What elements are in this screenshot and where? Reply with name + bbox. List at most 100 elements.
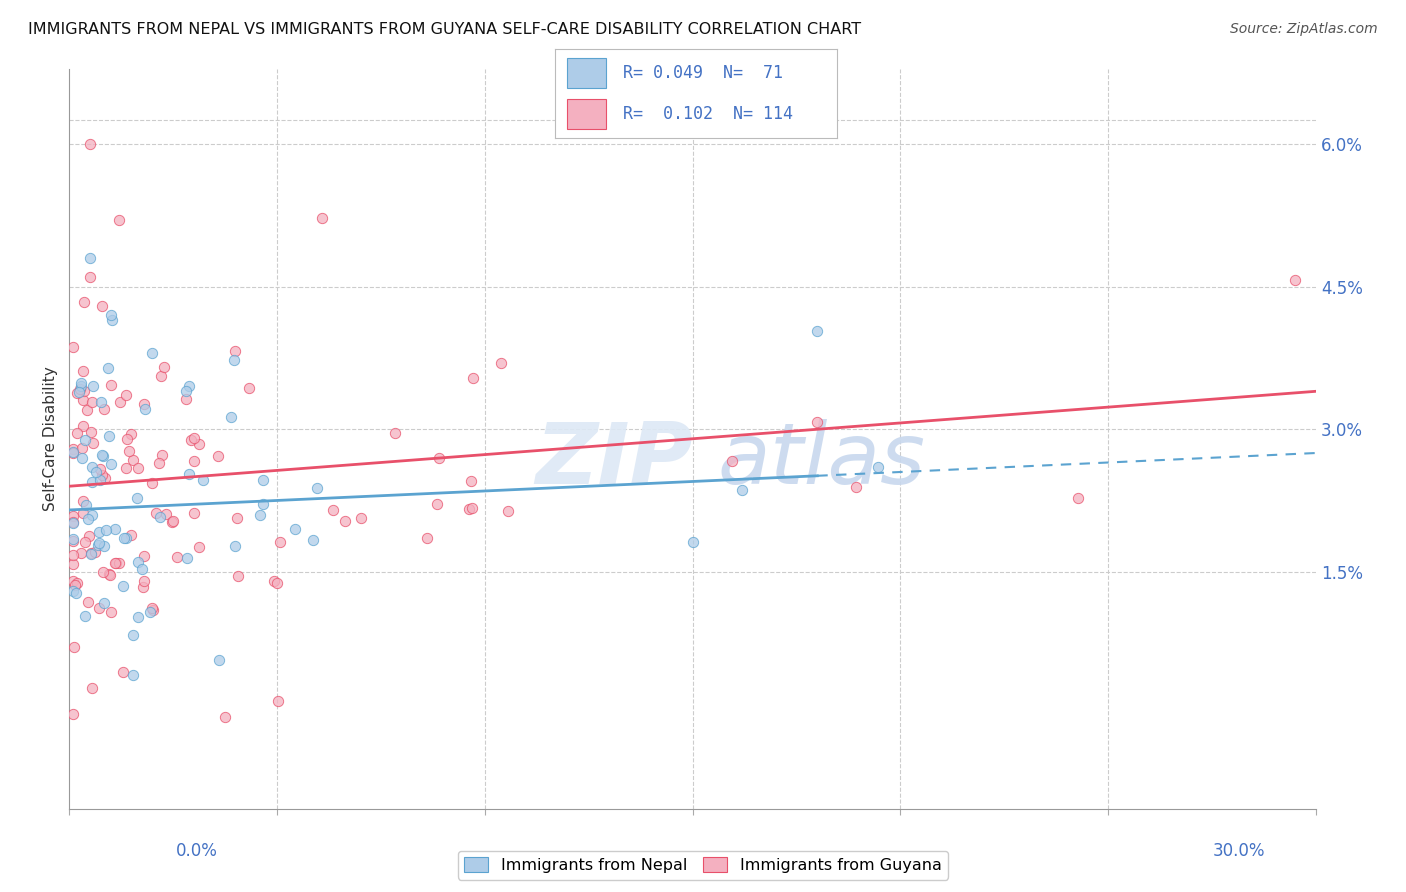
Point bbox=[1066, 491, 1088, 505]
Point bbox=[72, 506, 94, 520]
Point bbox=[76, 402, 98, 417]
Text: ZIP: ZIP bbox=[536, 419, 693, 502]
Point bbox=[226, 511, 249, 525]
Point bbox=[84, 544, 107, 558]
Point bbox=[93, 471, 115, 485]
Point bbox=[82, 681, 104, 695]
Point bbox=[415, 532, 437, 546]
Point bbox=[208, 653, 231, 667]
Point bbox=[72, 392, 94, 407]
Text: atlas: atlas bbox=[717, 419, 925, 502]
Point bbox=[77, 595, 100, 609]
Point bbox=[82, 435, 104, 450]
Point bbox=[460, 474, 482, 488]
Point bbox=[63, 640, 86, 654]
Point bbox=[66, 385, 89, 400]
Point bbox=[122, 667, 145, 681]
Point bbox=[149, 510, 172, 524]
Point bbox=[66, 576, 89, 591]
Point bbox=[149, 368, 172, 383]
Point bbox=[806, 324, 828, 338]
Point bbox=[806, 415, 828, 429]
Point bbox=[176, 551, 198, 566]
Point bbox=[75, 433, 97, 447]
Point bbox=[62, 442, 84, 457]
Point bbox=[183, 453, 205, 467]
Point bbox=[322, 503, 344, 517]
Point bbox=[127, 555, 149, 569]
Point bbox=[89, 600, 111, 615]
Point bbox=[65, 586, 87, 600]
Point bbox=[62, 583, 84, 598]
FancyBboxPatch shape bbox=[567, 58, 606, 88]
Point bbox=[100, 312, 122, 326]
Point bbox=[115, 531, 138, 545]
Point bbox=[62, 707, 84, 722]
Point bbox=[191, 473, 214, 487]
Point bbox=[249, 508, 271, 522]
Point bbox=[132, 580, 155, 594]
Point bbox=[350, 510, 373, 524]
Point bbox=[90, 395, 112, 409]
Point bbox=[226, 568, 249, 582]
Point bbox=[134, 402, 156, 417]
Point bbox=[269, 535, 291, 549]
Point bbox=[131, 562, 153, 576]
Point bbox=[100, 309, 122, 323]
Point bbox=[222, 353, 245, 368]
Point bbox=[496, 504, 519, 518]
Point bbox=[84, 465, 107, 479]
Text: Source: ZipAtlas.com: Source: ZipAtlas.com bbox=[1230, 22, 1378, 37]
Point bbox=[80, 508, 103, 522]
Point bbox=[333, 514, 356, 528]
Point bbox=[72, 494, 94, 508]
Point bbox=[79, 425, 101, 440]
Point bbox=[427, 450, 450, 465]
Point bbox=[177, 379, 200, 393]
Point bbox=[93, 402, 115, 417]
Point bbox=[302, 533, 325, 548]
Point bbox=[108, 213, 131, 227]
Text: IMMIGRANTS FROM NEPAL VS IMMIGRANTS FROM GUYANA SELF-CARE DISABILITY CORRELATION: IMMIGRANTS FROM NEPAL VS IMMIGRANTS FROM… bbox=[28, 22, 862, 37]
Point bbox=[177, 467, 200, 481]
Point bbox=[224, 343, 246, 358]
Point bbox=[104, 522, 127, 536]
Point bbox=[100, 458, 122, 472]
Point bbox=[183, 431, 205, 445]
Point bbox=[180, 434, 202, 448]
Point bbox=[252, 497, 274, 511]
Point bbox=[97, 429, 120, 443]
Point bbox=[90, 449, 112, 463]
FancyBboxPatch shape bbox=[567, 99, 606, 129]
Point bbox=[174, 392, 197, 406]
Point bbox=[267, 694, 290, 708]
Point bbox=[91, 299, 114, 313]
Point bbox=[75, 535, 97, 549]
Point bbox=[155, 508, 177, 522]
Point bbox=[868, 459, 890, 474]
Point bbox=[111, 579, 134, 593]
Point bbox=[70, 378, 93, 392]
Point bbox=[107, 556, 129, 570]
Point bbox=[93, 539, 115, 553]
Point bbox=[125, 491, 148, 506]
Point bbox=[188, 436, 211, 450]
Point bbox=[62, 509, 84, 524]
Point bbox=[69, 376, 91, 391]
Legend: Immigrants from Nepal, Immigrants from Guyana: Immigrants from Nepal, Immigrants from G… bbox=[458, 851, 948, 880]
Point bbox=[142, 603, 165, 617]
Point bbox=[67, 385, 90, 400]
Point bbox=[69, 383, 91, 397]
Point bbox=[72, 419, 94, 434]
Point bbox=[188, 540, 211, 554]
Point bbox=[153, 359, 176, 374]
Point bbox=[117, 444, 139, 458]
Point bbox=[134, 549, 156, 563]
Point bbox=[87, 538, 110, 552]
Point bbox=[127, 460, 149, 475]
Point bbox=[311, 211, 333, 225]
Point bbox=[162, 515, 184, 529]
Point bbox=[73, 295, 96, 310]
Point bbox=[120, 528, 142, 542]
Point bbox=[66, 426, 89, 441]
